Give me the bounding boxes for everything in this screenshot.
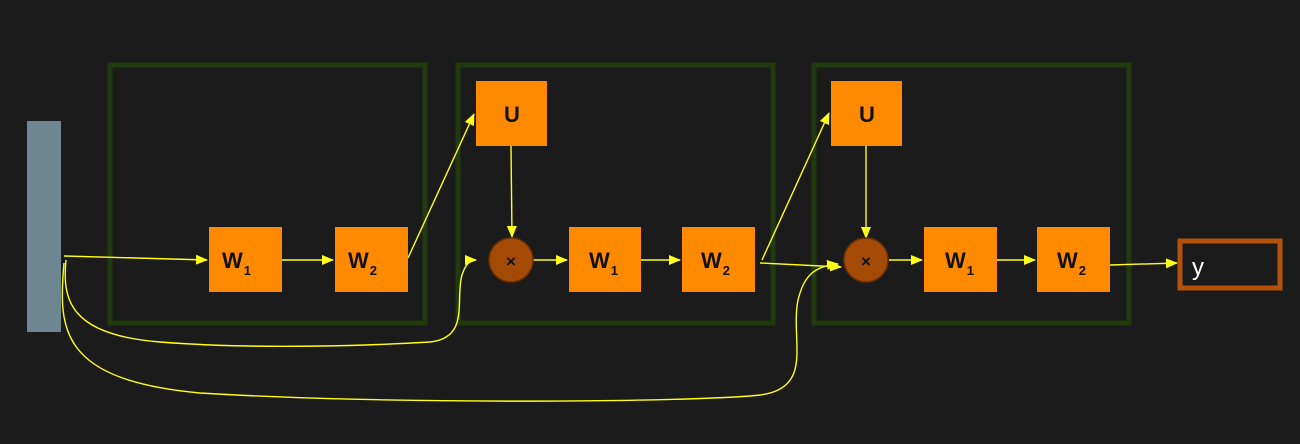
block-1-w1-node: W1 xyxy=(209,227,282,292)
skip-input-to-block3-mult xyxy=(61,259,839,402)
block-3-u-label: U xyxy=(859,102,875,127)
block-2-u-label: U xyxy=(504,102,520,127)
block-1-frame xyxy=(107,62,428,326)
block-3-w1-subscript: 1 xyxy=(967,263,974,278)
svg-text:W1: W1 xyxy=(222,248,251,278)
output-label: y xyxy=(1192,254,1204,281)
block-3-w1-node: W1 xyxy=(924,227,997,292)
block-1-w2-label: W xyxy=(348,248,369,273)
block-2-w1-label: W xyxy=(589,248,610,273)
block-3-multiply-label: × xyxy=(861,252,871,271)
block-3-w2-label: W xyxy=(1057,248,1078,273)
block-1-w2-node: W2 xyxy=(335,227,408,292)
svg-text:W1: W1 xyxy=(945,248,974,278)
block-2-frame xyxy=(455,62,776,326)
block-3-w2-node: W2 xyxy=(1037,227,1110,292)
block-3-frame xyxy=(811,62,1132,326)
block-2-w1-subscript: 1 xyxy=(611,263,618,278)
svg-text:W2: W2 xyxy=(348,248,377,278)
input-bar xyxy=(27,121,61,332)
arrow-block1-w2-to-block2-u xyxy=(407,113,475,259)
skip-input-to-block2-mult xyxy=(64,255,477,348)
svg-text:W2: W2 xyxy=(701,248,730,278)
connections xyxy=(61,112,1178,402)
block-3-u-node: U xyxy=(831,81,902,146)
arrow-block3-w2-to-output xyxy=(1109,258,1178,269)
block-3-w2-subscript: 2 xyxy=(1079,263,1086,278)
block-2-multiply-label: × xyxy=(506,252,516,271)
block-2-u-node: U xyxy=(476,81,547,146)
arrow-block2-u-to-mult xyxy=(506,145,517,238)
block-1-w1-subscript: 1 xyxy=(244,263,251,278)
block-2-w1-node: W1 xyxy=(569,227,641,292)
block-1-w1-label: W xyxy=(222,248,243,273)
output-node: y xyxy=(1177,238,1283,291)
svg-text:W1: W1 xyxy=(589,248,618,278)
arrow-input-to-block1-w1 xyxy=(63,254,208,265)
arrow-block2-w2-to-block3-u xyxy=(761,112,830,261)
block-2-multiply-node: × xyxy=(488,237,534,283)
block-2-w2-label: W xyxy=(701,248,722,273)
block-1-w2-subscript: 2 xyxy=(370,263,377,278)
svg-text:W2: W2 xyxy=(1057,248,1086,278)
block-2-w2-subscript: 2 xyxy=(723,263,730,278)
block-2-w2-node: W2 xyxy=(682,227,755,292)
block-3-multiply-node: × xyxy=(843,237,889,283)
block-3-w1-label: W xyxy=(945,248,966,273)
